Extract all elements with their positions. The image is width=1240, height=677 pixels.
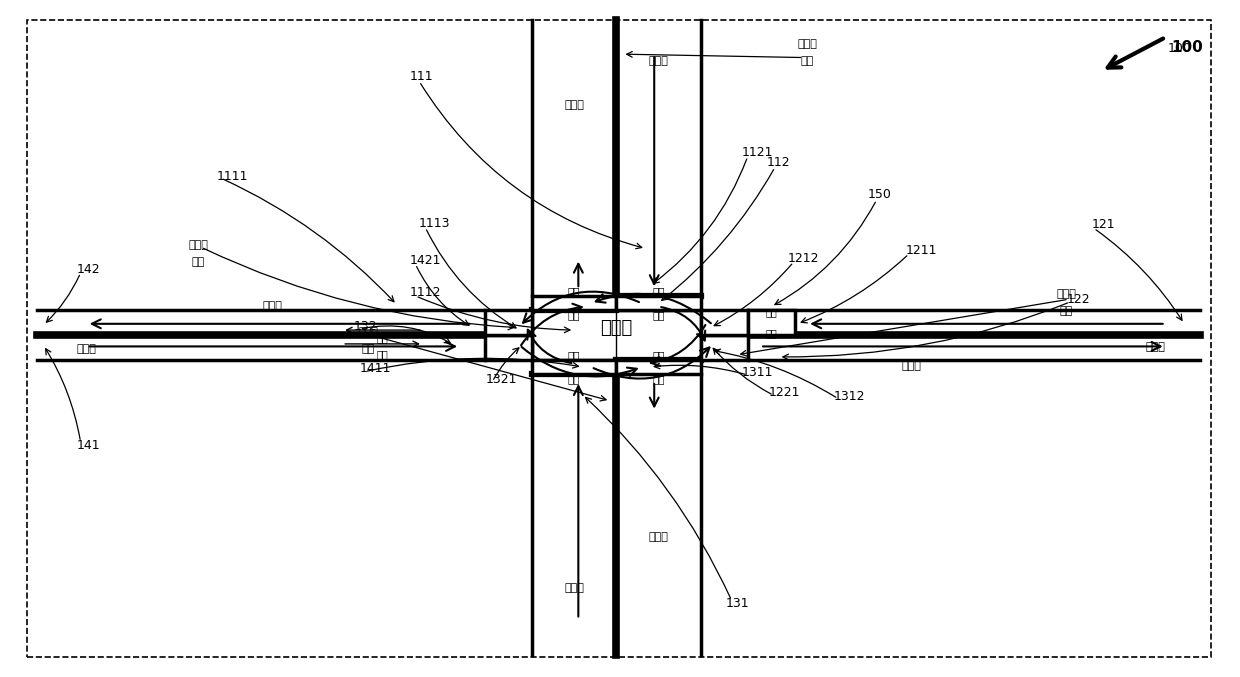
Bar xyxy=(485,310,532,335)
Text: 1421: 1421 xyxy=(409,254,440,267)
Text: 横道: 横道 xyxy=(765,328,777,338)
Text: 142: 142 xyxy=(77,263,100,276)
Text: 1321: 1321 xyxy=(486,372,517,386)
Text: 131: 131 xyxy=(725,597,749,611)
Text: 1311: 1311 xyxy=(742,366,773,379)
Text: 王道: 王道 xyxy=(376,349,388,359)
Text: 出口道: 出口道 xyxy=(263,301,283,311)
Bar xyxy=(532,360,616,374)
Text: 1112: 1112 xyxy=(409,286,440,299)
Text: 人行: 人行 xyxy=(652,350,665,360)
Text: 1121: 1121 xyxy=(742,146,773,159)
Text: 132: 132 xyxy=(353,320,377,333)
Text: 1212: 1212 xyxy=(787,252,818,265)
Text: 150: 150 xyxy=(868,188,892,202)
Text: 路口区: 路口区 xyxy=(600,320,632,337)
Text: 141: 141 xyxy=(77,439,100,452)
Bar xyxy=(532,296,616,310)
Text: 122: 122 xyxy=(1066,292,1090,306)
Text: 隔线: 隔线 xyxy=(192,257,205,267)
Bar xyxy=(748,310,795,335)
Text: 车道分: 车道分 xyxy=(188,240,208,250)
Text: 行人: 行人 xyxy=(765,307,777,318)
Text: 人行: 人行 xyxy=(568,350,580,360)
Bar xyxy=(485,335,532,360)
Text: 入口道: 入口道 xyxy=(649,56,668,66)
Text: 横道: 横道 xyxy=(568,310,580,320)
Text: 入口道: 入口道 xyxy=(1146,343,1166,352)
Text: 隔线: 隔线 xyxy=(1060,307,1073,316)
Text: 车道: 车道 xyxy=(376,334,388,343)
Text: 入口道: 入口道 xyxy=(564,583,584,592)
Text: 出口道: 出口道 xyxy=(901,361,921,370)
Text: 112: 112 xyxy=(766,156,790,169)
Text: 100: 100 xyxy=(1168,42,1192,56)
Text: 隔线: 隔线 xyxy=(801,56,813,66)
Text: 出口道: 出口道 xyxy=(649,532,668,542)
Text: 出口道: 出口道 xyxy=(564,100,584,110)
Text: 人行: 人行 xyxy=(568,286,580,296)
Text: 横道: 横道 xyxy=(652,374,665,385)
Text: 横道: 横道 xyxy=(652,310,665,320)
Text: 入口道: 入口道 xyxy=(77,345,97,354)
Text: 1221: 1221 xyxy=(769,386,800,399)
Bar xyxy=(701,310,748,335)
Text: 111: 111 xyxy=(409,70,433,83)
Bar xyxy=(701,335,748,360)
Bar xyxy=(616,296,701,310)
Text: 1411: 1411 xyxy=(360,362,391,376)
Text: 车道分: 车道分 xyxy=(1056,290,1076,299)
Text: 车道分: 车道分 xyxy=(797,39,817,49)
Text: 横道: 横道 xyxy=(568,374,580,385)
Text: 1111: 1111 xyxy=(217,169,248,183)
Text: 隔线: 隔线 xyxy=(362,344,374,353)
Text: 121: 121 xyxy=(1091,218,1115,232)
Text: 人行: 人行 xyxy=(652,286,665,296)
Text: 1312: 1312 xyxy=(833,389,864,403)
Text: 1113: 1113 xyxy=(419,217,450,230)
Text: 1211: 1211 xyxy=(905,244,936,257)
Text: 车道分: 车道分 xyxy=(358,327,378,336)
Text: 100: 100 xyxy=(1172,40,1204,55)
Bar xyxy=(616,360,701,374)
